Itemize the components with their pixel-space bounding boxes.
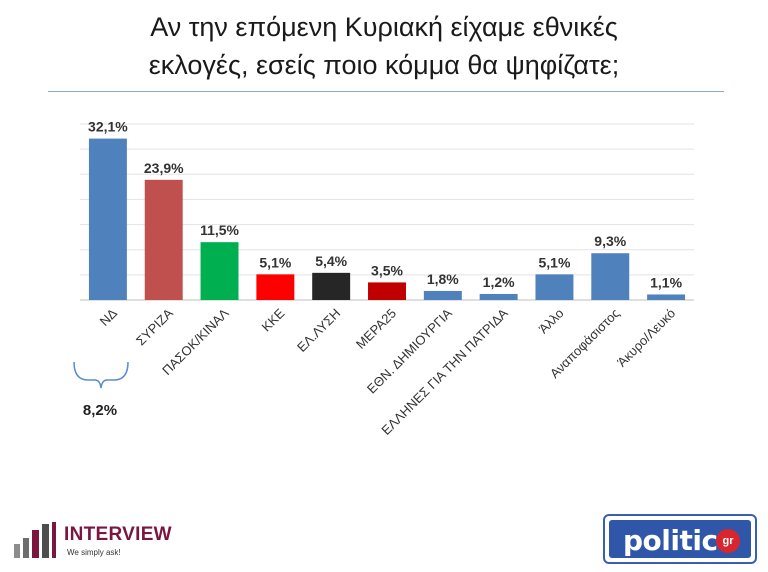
interview-bars-icon [14, 522, 56, 558]
bar [256, 274, 295, 300]
bar-value-label: 9,3% [594, 233, 626, 249]
bar [368, 282, 406, 300]
politic-logo-word: politic [623, 524, 718, 557]
bar [200, 242, 239, 300]
bar-value-label: 1,8% [427, 271, 459, 287]
chart-bars [88, 138, 686, 300]
bar [423, 290, 462, 300]
bar-chart: 32,1% 23,9% 11,5% 5,1% 5,4% 3,5% 1,8% 1,2% 5,1% 9… [73, 119, 694, 438]
interview-logo-tagline: We simply ask! [67, 548, 121, 557]
bar-value-label: 5,4% [315, 253, 347, 269]
category-label: ΜΕΡΑ25 [353, 306, 399, 352]
bar-value-label: 1,2% [483, 274, 515, 290]
bar-value-label: 32,1% [88, 119, 128, 135]
bar-value-label: 11,5% [200, 222, 239, 238]
category-label: Άλλο [536, 306, 567, 337]
politic-logo-panel: politic gr [609, 520, 751, 558]
bar-value-label: 23,9% [144, 160, 184, 176]
bar [535, 274, 574, 300]
category-label: ΚΚΕ [258, 305, 287, 334]
category-label: ΝΔ [97, 305, 121, 329]
chart-title: Αν την επόμενη Κυριακή είχαμε εθνικές εκ… [0, 8, 768, 84]
category-label: Άκυρο/Λευκό [614, 306, 678, 370]
gap-label: 8,2% [82, 402, 118, 419]
title-line-2: εκλογές, εσείς ποιο κόμμα θα ψηφίζατε; [148, 50, 620, 80]
bar-value-label: 3,5% [371, 262, 403, 278]
politic-logo: politic gr [603, 514, 757, 564]
bar [144, 179, 183, 300]
title-divider [48, 91, 724, 92]
chart-value-labels: 32,1% 23,9% 11,5% 5,1% 5,4% 3,5% 1,8% 1,2% 5,1% 9… [88, 119, 683, 291]
title-line-1: Αν την επόμενη Κυριακή είχαμε εθνικές [150, 12, 618, 42]
bar [312, 272, 351, 300]
bar [479, 293, 518, 300]
politic-logo-gr-badge: gr [716, 529, 740, 553]
category-label: ΕΛ.ΛΥΣΗ [294, 306, 343, 355]
bar-value-label: 5,1% [259, 254, 291, 270]
bar-value-label: 5,1% [538, 254, 570, 270]
bar [647, 294, 686, 300]
interview-logo: INTERVIEW We simply ask! [12, 518, 212, 566]
bar [88, 138, 127, 300]
gap-brace-icon [73, 361, 129, 389]
category-label: ΣΥΡΙΖΑ [133, 305, 176, 348]
interview-logo-name: INTERVIEW [64, 524, 172, 545]
bar-value-label: 1,1% [650, 274, 682, 290]
bar [591, 253, 630, 300]
